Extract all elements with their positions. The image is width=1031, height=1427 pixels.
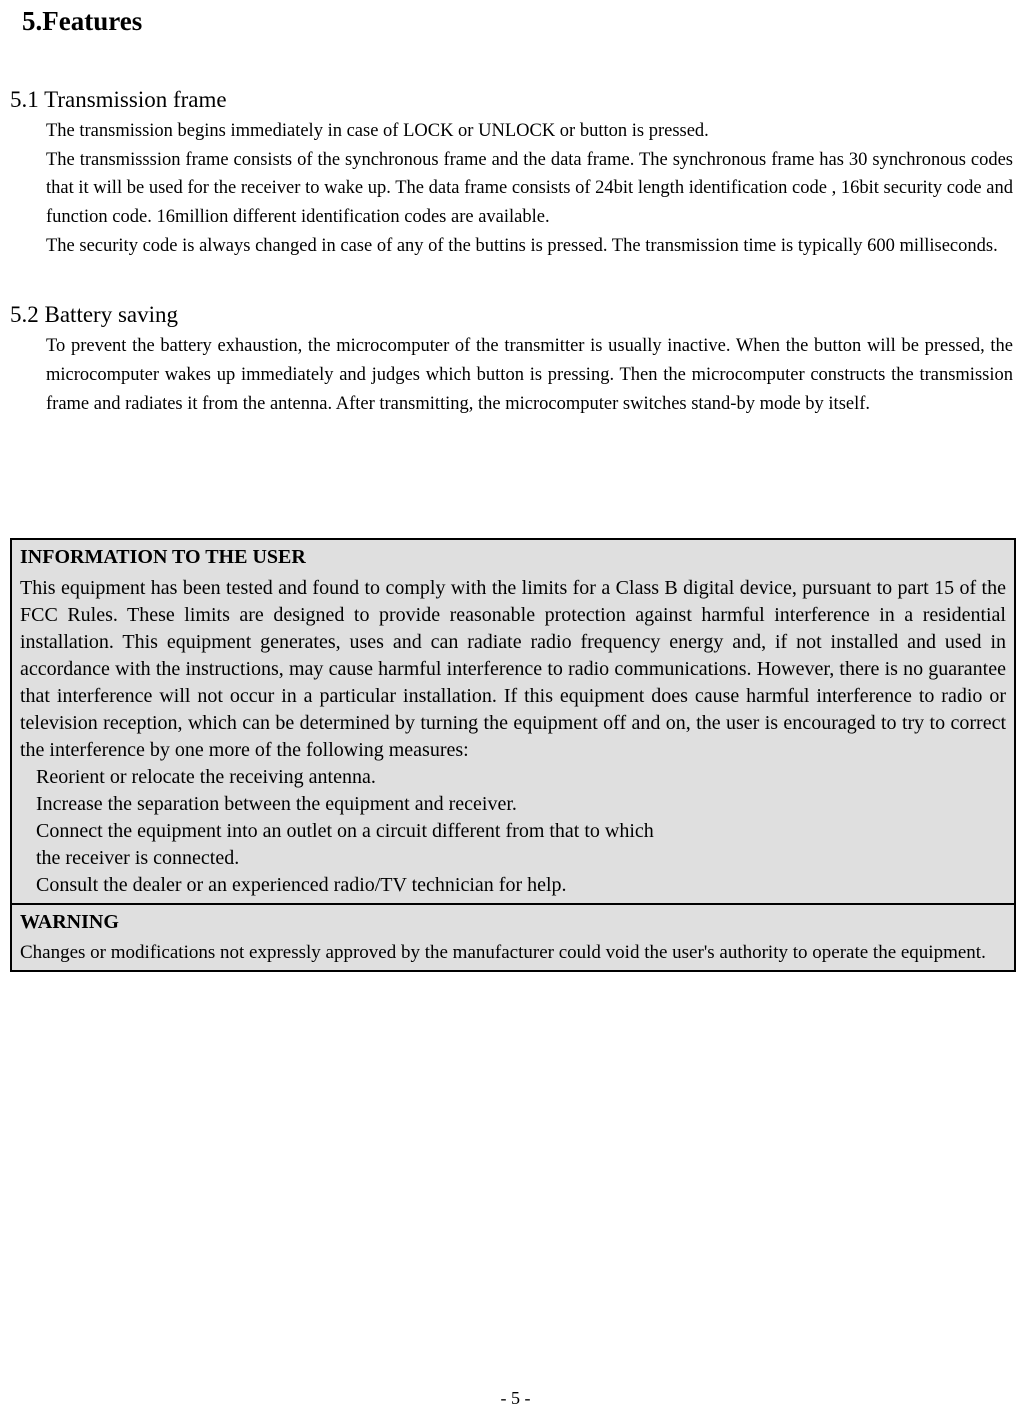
warning-body: Changes or modifications not expressly a… [20, 940, 1006, 966]
heading-section-5-2: 5.2 Battery saving [10, 302, 1021, 328]
info-measures: Reorient or relocate the receiving anten… [36, 764, 1006, 899]
page: 5.Features 5.1 Transmission frame The tr… [0, 0, 1031, 1427]
info-body: This equipment has been tested and found… [20, 575, 1006, 764]
measure-3: Connect the equipment into an outlet on … [36, 818, 1006, 845]
para-5-1-3: The security code is always changed in c… [46, 236, 998, 256]
section-5-1-body: The transmission begins immediately in c… [46, 117, 1013, 260]
para-5-1-1: The transmission begins immediately in c… [46, 121, 709, 141]
heading-main: 5.Features [22, 6, 1021, 37]
measure-5: Consult the dealer or an experienced rad… [36, 872, 1006, 899]
section-5-2-body: To prevent the battery exhaustion, the m… [46, 332, 1013, 418]
info-cell: INFORMATION TO THE USER This equipment h… [11, 539, 1015, 904]
heading-section-5-1: 5.1 Transmission frame [10, 87, 1021, 113]
para-5-2-1: To prevent the battery exhaustion, the m… [46, 336, 1013, 413]
para-5-1-2: The transmisssion frame consists of the … [46, 150, 1013, 227]
page-number: - 5 - [0, 1388, 1031, 1409]
info-title: INFORMATION TO THE USER [20, 546, 1006, 569]
measure-2: Increase the separation between the equi… [36, 791, 1006, 818]
measure-4: the receiver is connected. [36, 845, 1006, 872]
notice-table: INFORMATION TO THE USER This equipment h… [10, 538, 1016, 972]
warning-title: WARNING [20, 911, 1006, 934]
measure-1: Reorient or relocate the receiving anten… [36, 764, 1006, 791]
warning-cell: WARNING Changes or modifications not exp… [11, 904, 1015, 971]
